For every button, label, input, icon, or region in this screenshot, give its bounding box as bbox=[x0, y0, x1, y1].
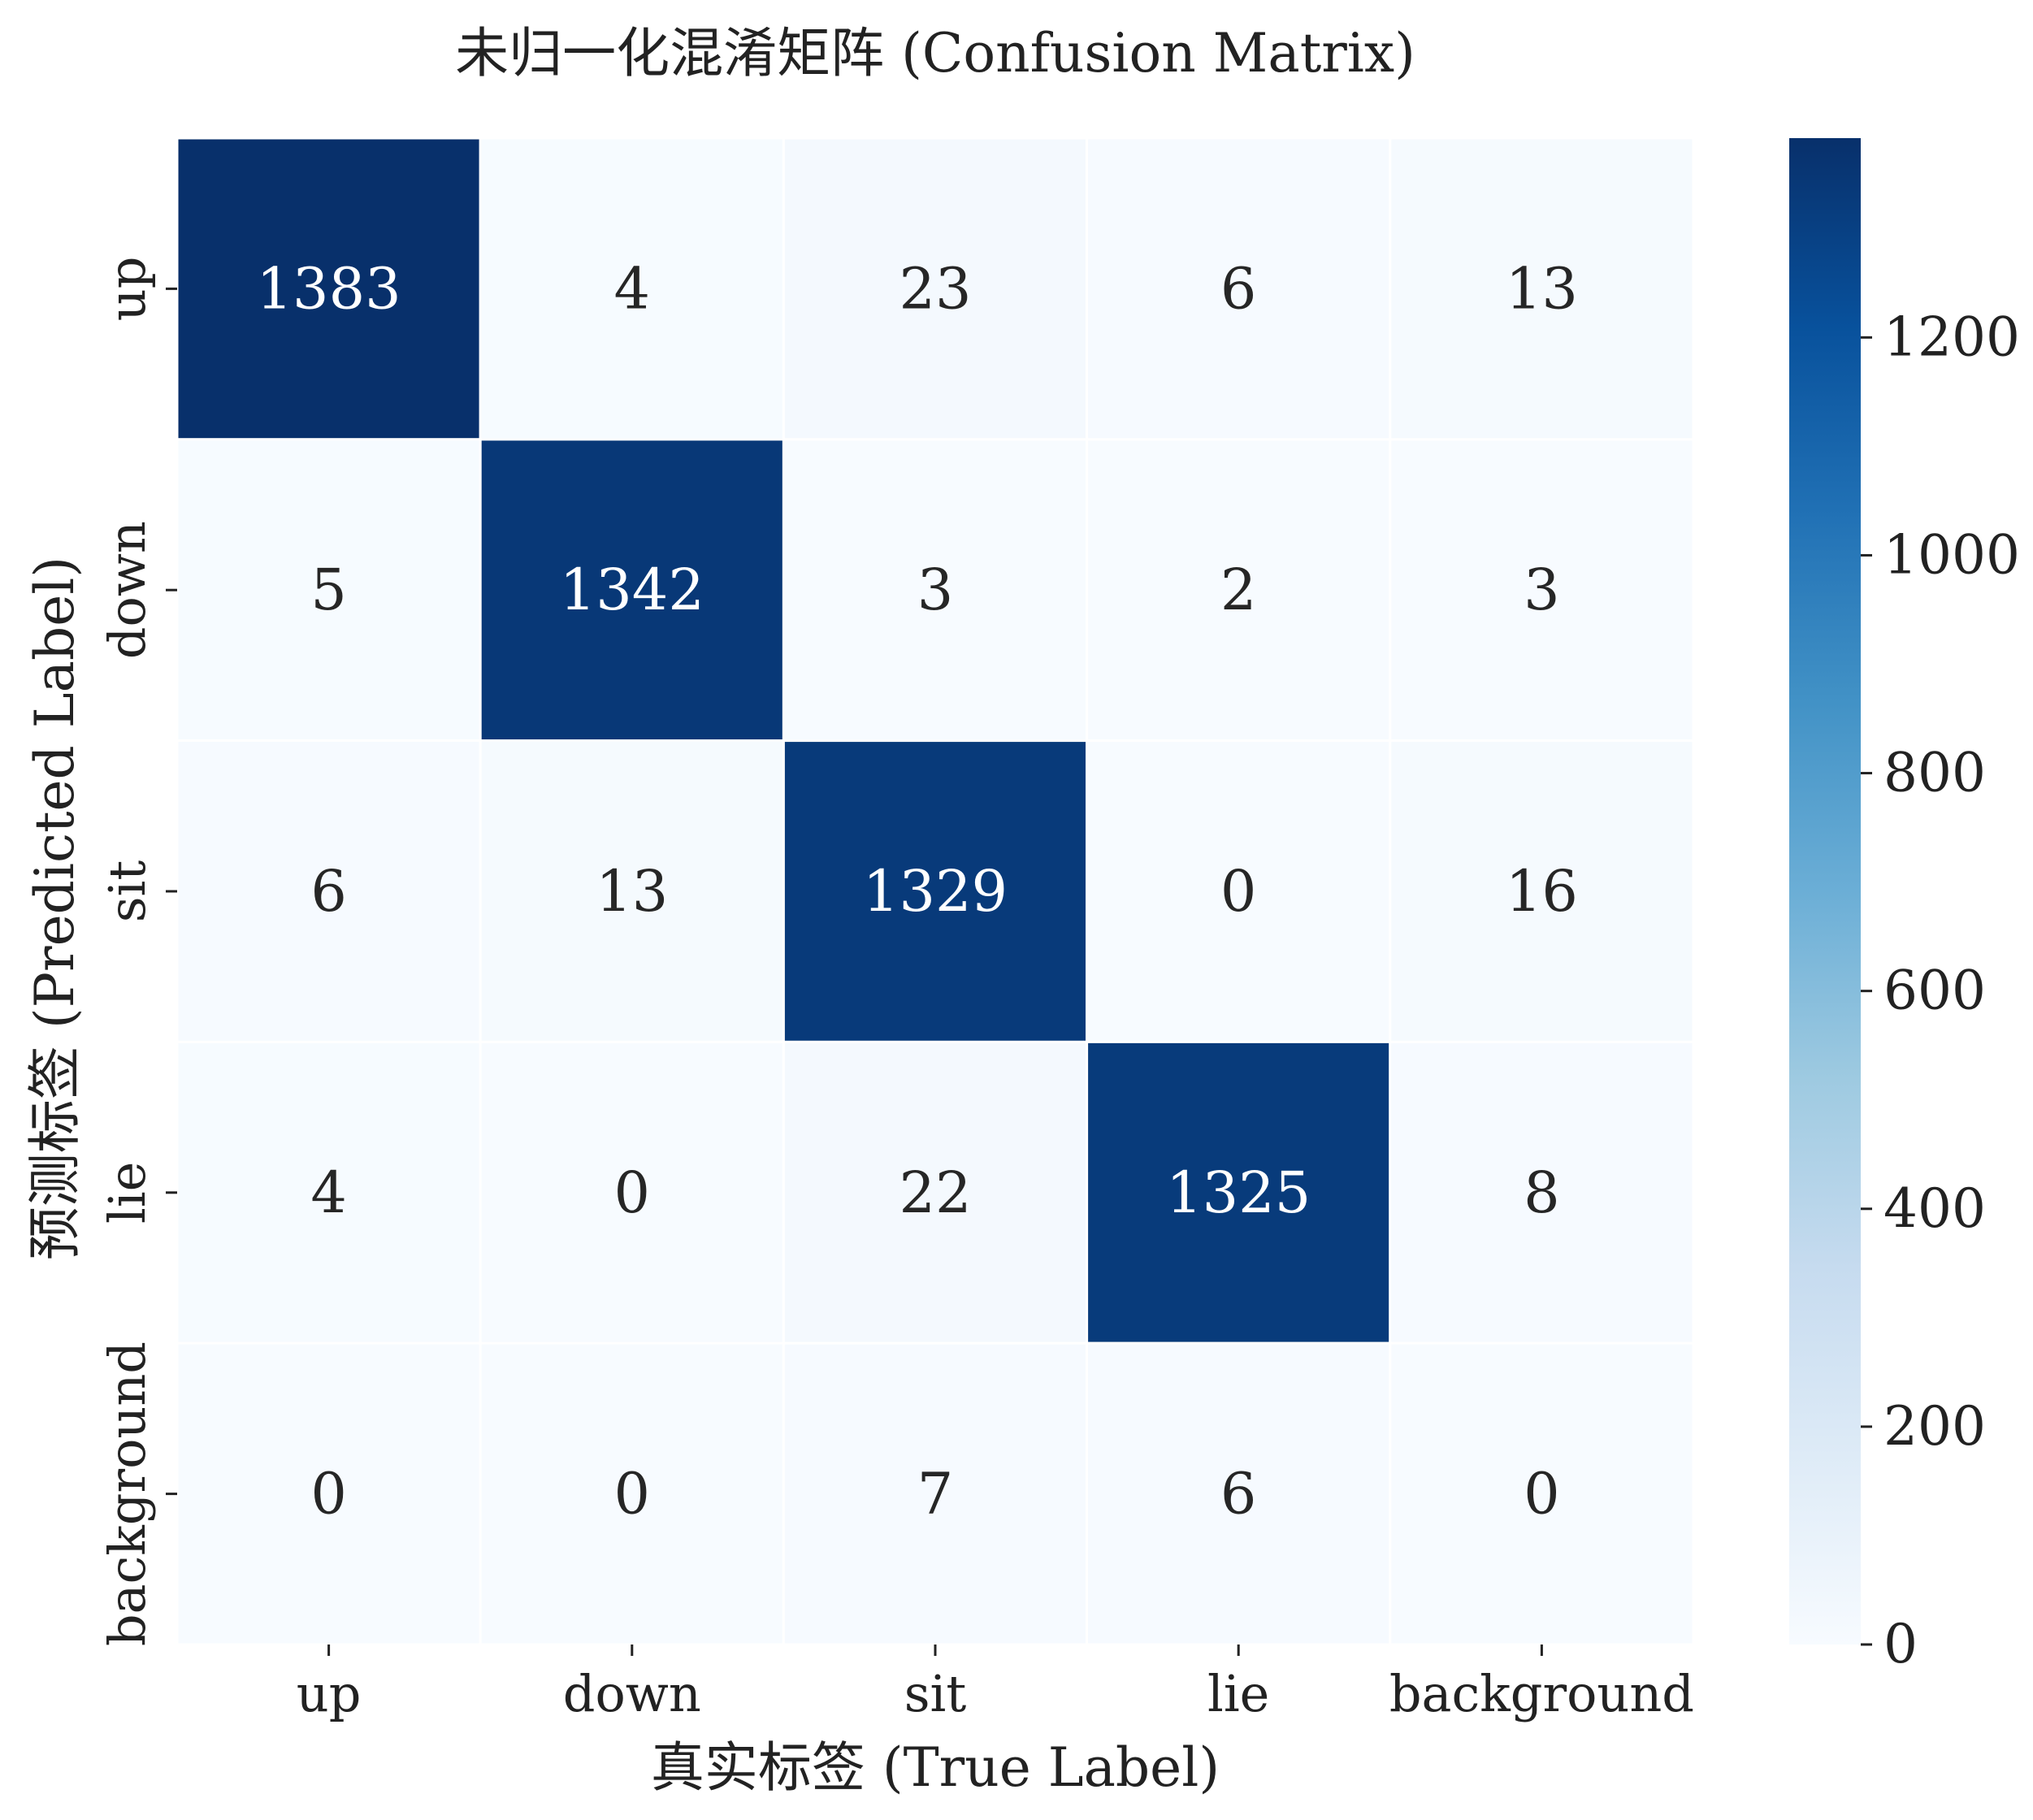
y-tick-label: sit bbox=[98, 860, 157, 923]
heatmap-cell-label: 7 bbox=[917, 1461, 954, 1528]
colorbar-tick-label: 600 bbox=[1883, 960, 1986, 1022]
heatmap-cell-label: 4 bbox=[310, 1159, 347, 1226]
heatmap-cell-label: 4 bbox=[614, 255, 651, 322]
heatmap-cell bbox=[782, 739, 1089, 1043]
heatmap-cell bbox=[176, 136, 482, 441]
heatmap-cell-label: 13 bbox=[596, 858, 668, 925]
colorbar-gradient bbox=[1789, 138, 1861, 1644]
x-tick-label: down bbox=[563, 1664, 701, 1723]
heatmap-cell bbox=[1389, 438, 1695, 743]
heatmap-cells bbox=[176, 136, 1695, 1646]
heatmap-cell-label: 0 bbox=[1220, 858, 1257, 925]
colorbar-tick-label: 0 bbox=[1883, 1613, 1918, 1675]
x-tick-label: background bbox=[1389, 1664, 1694, 1723]
heatmap-cell-label: 5 bbox=[310, 557, 347, 623]
heatmap-cell bbox=[479, 136, 785, 441]
colorbar-tick-label: 400 bbox=[1883, 1177, 1986, 1240]
heatmap-cell-label: 0 bbox=[614, 1461, 651, 1528]
heatmap-cell-labels: 1383 4 23 6 135 1342 3 2 36 13 1329 0 164 0 22 1325 80 0 7… bbox=[257, 255, 1578, 1527]
heatmap-cell-label: 3 bbox=[917, 557, 954, 623]
colorbar-tick-label: 1200 bbox=[1883, 306, 2020, 368]
heatmap-cell-label: 1342 bbox=[560, 557, 704, 623]
heatmap-cell bbox=[176, 438, 482, 743]
x-tick-label: up bbox=[297, 1664, 362, 1723]
heatmap-cell-label: 8 bbox=[1524, 1159, 1560, 1226]
y-tick-label: up bbox=[98, 257, 157, 322]
x-tick-label: lie bbox=[1207, 1664, 1269, 1723]
x-axis: up down sit lie background bbox=[297, 1644, 1694, 1723]
heatmap-cell-label: 1325 bbox=[1166, 1159, 1311, 1226]
colorbar-tick-label: 800 bbox=[1883, 742, 1986, 804]
colorbar-tick-label: 1000 bbox=[1883, 523, 2020, 586]
heatmap-cell-label: 1329 bbox=[863, 858, 1008, 925]
x-axis-label: 真实标签 (True Label) bbox=[651, 1736, 1220, 1799]
y-tick-label: lie bbox=[98, 1162, 157, 1224]
heatmap-cell-label: 1383 bbox=[257, 255, 401, 322]
y-axis-label: 预测标签 (Predicted Label) bbox=[24, 557, 86, 1260]
heatmap-cell bbox=[782, 1040, 1089, 1345]
y-tick-label: background bbox=[98, 1341, 157, 1646]
heatmap-cell bbox=[1389, 1040, 1695, 1345]
chart-title: 未归一化混淆矩阵 (Confusion Matrix) bbox=[455, 22, 1415, 84]
heatmap-cell bbox=[479, 1040, 785, 1345]
heatmap-cell-label: 0 bbox=[1524, 1461, 1560, 1528]
heatmap-cell-label: 22 bbox=[899, 1159, 971, 1226]
heatmap-cell-label: 23 bbox=[899, 255, 971, 322]
y-tick-label: down bbox=[98, 521, 157, 659]
heatmap-cell-label: 3 bbox=[1524, 557, 1560, 623]
heatmap-cell bbox=[1086, 136, 1392, 441]
heatmap-cell bbox=[782, 1341, 1089, 1646]
heatmap-cell-label: 0 bbox=[310, 1461, 347, 1528]
heatmap-cell bbox=[1086, 1040, 1392, 1345]
colorbar-tick-label: 200 bbox=[1883, 1395, 1986, 1458]
heatmap-cell bbox=[1086, 739, 1392, 1043]
heatmap-cell-label: 6 bbox=[1220, 255, 1257, 322]
heatmap-cell-label: 13 bbox=[1506, 255, 1578, 322]
heatmap-cell-label: 16 bbox=[1506, 858, 1578, 925]
x-tick-label: sit bbox=[904, 1664, 967, 1723]
heatmap-cell-label: 2 bbox=[1220, 557, 1257, 623]
heatmap-cell bbox=[479, 739, 785, 1043]
heatmap-cell bbox=[1389, 136, 1695, 441]
heatmap-cell bbox=[782, 136, 1089, 441]
colorbar: 0 200 400 600 800 1000 1200 bbox=[1789, 138, 2020, 1675]
heatmap-cell-label: 6 bbox=[310, 858, 347, 925]
heatmap-cell bbox=[479, 1341, 785, 1646]
heatmap-cell bbox=[176, 1341, 482, 1646]
heatmap-cell bbox=[782, 438, 1089, 743]
y-axis: up down sit lie background bbox=[98, 257, 177, 1646]
heatmap-cell-label: 0 bbox=[614, 1159, 651, 1226]
heatmap-cell bbox=[1389, 739, 1695, 1043]
heatmap-cell-label: 6 bbox=[1220, 1461, 1257, 1528]
heatmap-cell bbox=[1389, 1341, 1695, 1646]
